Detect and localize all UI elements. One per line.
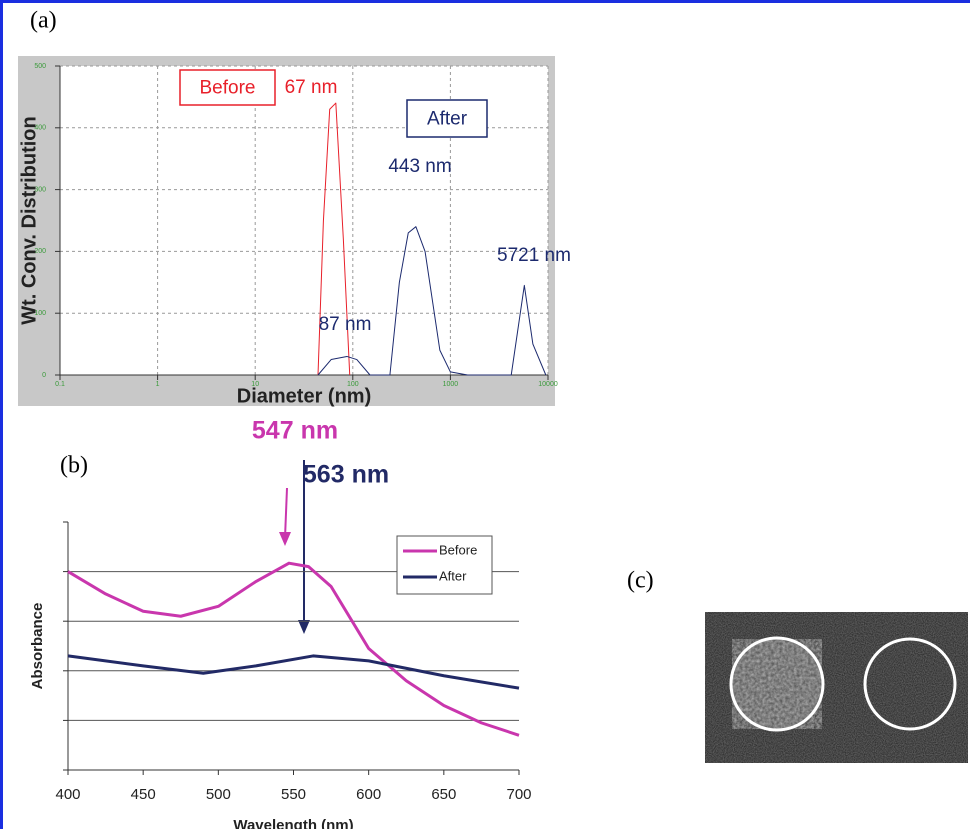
panel-label: (c) [627, 568, 654, 594]
x-axis-label: Diameter (nm) [237, 385, 371, 407]
x-tick-label: 650 [431, 786, 456, 803]
image [705, 612, 968, 763]
panel-label: (b) [60, 453, 88, 479]
arrowhead [298, 620, 310, 634]
line [68, 656, 519, 688]
figure: (a) (b) (c) 01002003004005000.1110100100… [0, 0, 970, 829]
x-tick-label: 550 [281, 786, 306, 803]
x-tick-label: 1000 [443, 381, 459, 388]
panel-label: (a) [30, 8, 57, 34]
legend-label: After [439, 568, 467, 583]
arrow [285, 488, 287, 538]
x-tick-label: 450 [131, 786, 156, 803]
x-axis-label: Wavelength (nm) [233, 817, 353, 829]
legend-label: Before [439, 542, 477, 557]
x-tick-label: 400 [55, 786, 80, 803]
y-tick-label: 500 [34, 63, 46, 70]
legend-label: Before [200, 78, 256, 99]
annotation: 563 nm [303, 461, 389, 489]
chart: 400 450 500 550 600 650 700 Wavelength (nm) Abso… [29, 417, 532, 829]
x-tick-label: 1 [156, 381, 160, 388]
x-tick-label: 10000 [538, 381, 558, 388]
annotation: 443 nm [388, 156, 451, 177]
x-tick-label: 600 [356, 786, 381, 803]
annotation: 67 nm [285, 77, 338, 98]
x-tick-label: 0.1 [55, 381, 65, 388]
y-tick-label: 0 [42, 372, 46, 379]
annotation: 5721 nm [497, 245, 571, 266]
arrowhead [279, 532, 291, 546]
legend-label: After [427, 109, 468, 130]
y-axis-label: Absorbance [29, 603, 46, 690]
annotation: 87 nm [319, 314, 372, 335]
annotation: 547 nm [252, 417, 338, 445]
x-tick-label: 700 [506, 786, 531, 803]
y-axis-label: Wt. Conv. Distribution [18, 116, 40, 325]
x-tick-label: 500 [206, 786, 231, 803]
